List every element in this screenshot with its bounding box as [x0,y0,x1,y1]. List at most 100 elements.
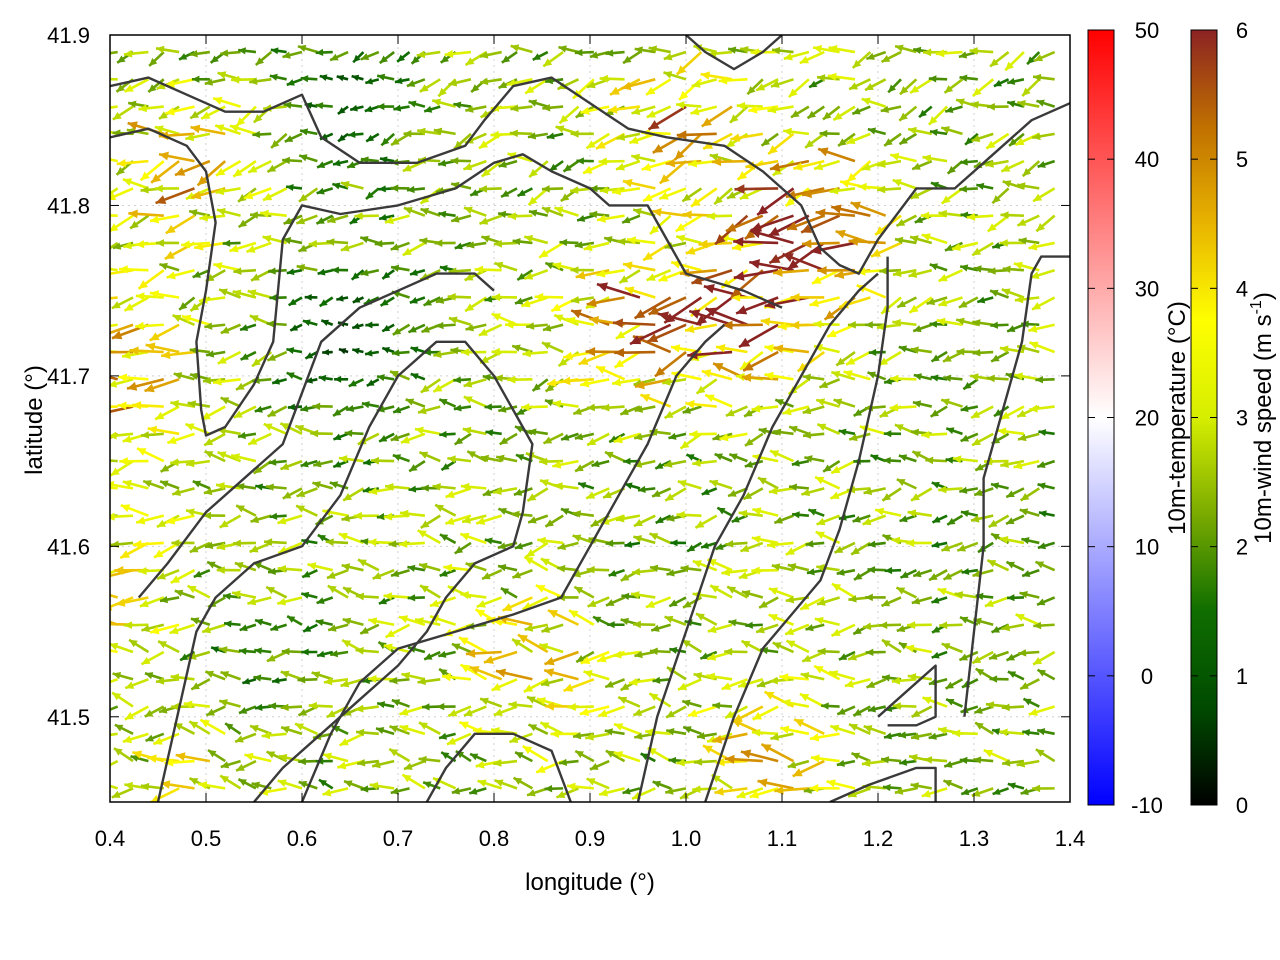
wind-arrow [668,432,687,440]
wind-arrow [147,425,180,436]
wind-arrow [589,759,610,771]
wind-arrow [132,401,164,410]
wind-arrow [881,487,902,502]
wind-arrow [939,621,963,630]
wind-arrow [438,732,456,740]
wind-arrow [531,378,549,392]
wind-arrow [181,240,210,249]
wind-arrow [286,268,303,276]
wind-arrow [650,623,672,632]
wind-arrow [132,540,164,549]
wind-arrow [187,400,211,408]
wind-arrow [605,596,626,607]
wind-arrow [372,568,395,580]
wind-arrow [771,46,794,55]
wind-arrow [1007,670,1025,681]
wind-arrow [407,564,426,572]
wind-arrow [694,514,718,529]
wind-arrow [631,567,656,576]
wind-arrow [122,479,149,490]
wind-arrow [1015,613,1040,626]
wind-arrow [124,705,150,721]
wind-arrow [170,399,195,408]
wind-arrow [137,269,165,290]
wind-arrow [943,759,963,768]
wind-arrow [883,430,902,438]
wind-arrow [709,584,733,599]
wind-arrow [219,774,242,790]
wind-arrow [522,349,548,358]
x-axis-label: longitude (°) [525,869,655,896]
wind-arrow [204,670,226,681]
wind-arrow [782,405,810,416]
wind-arrow [695,378,718,395]
wind-arrow [381,269,395,280]
wind-arrow [484,403,502,411]
wind-arrow [365,321,379,329]
wind-arrow [234,732,257,744]
wind-arrow [572,510,595,518]
wind-arrow [604,678,626,689]
wind-arrow [440,460,457,472]
wind-arrow [817,147,856,163]
wind-arrow [587,596,610,608]
wind-arrow [983,748,1010,763]
wind-arrow [570,266,594,274]
wind-arrow [450,214,472,223]
wind-arrow [245,241,272,254]
wind-arrow [301,648,318,656]
wind-arrow [316,596,334,605]
wind-arrow [692,559,718,572]
wind-arrow [618,269,641,285]
wind-arrow [279,422,303,436]
wind-arrow [111,691,134,708]
wind-arrow [973,756,994,764]
wind-arrow [155,45,180,54]
wind-arrow [815,208,856,218]
wind-arrow [768,214,810,237]
wind-arrow [541,341,564,354]
wind-arrow [352,347,364,355]
wind-arrow [284,132,303,143]
wind-arrow [268,458,287,466]
wind-arrow [712,432,733,441]
wind-arrow [481,569,503,581]
wind-arrow [447,705,472,718]
wind-arrow [220,323,242,335]
wind-arrow [941,541,963,552]
wind-arrow [792,511,809,519]
wind-arrow [525,322,548,330]
wind-arrow [222,592,241,600]
wind-arrow [300,591,318,599]
wind-arrow [174,589,195,599]
wind-arrow [381,346,395,354]
wind-arrow [938,485,963,494]
wind-arrow [140,650,165,666]
wind-arrow [758,427,779,436]
wind-arrow [676,511,702,519]
wind-arrow [987,102,1009,111]
temperature-colorbar: 50 40 30 20 10 0 -10 10m-temperature (°C) [1087,18,1191,818]
wind-arrow [220,670,242,681]
wind-arrow [541,623,564,633]
wind-arrow [528,160,549,179]
wind-arrow [605,49,625,57]
wind-arrow [216,566,241,574]
wind-arrow [145,732,165,743]
wind-arrow [444,49,472,58]
wind-arrow [928,75,948,83]
wind-arrow [586,296,625,308]
wind-arrow [187,584,211,599]
wind-arrow [807,508,825,517]
wind-arrow [512,237,533,246]
wind-arrow [608,568,625,577]
wind-arrow [435,321,456,330]
wind-arrow [966,212,994,221]
wind-arrow [295,504,318,517]
wind-arrow [655,514,672,525]
wind-arrow [169,623,195,635]
wind-arrow [688,309,733,326]
wind-arrow [760,743,795,763]
wind-arrow [558,45,579,54]
wind-arrow [1001,703,1024,712]
